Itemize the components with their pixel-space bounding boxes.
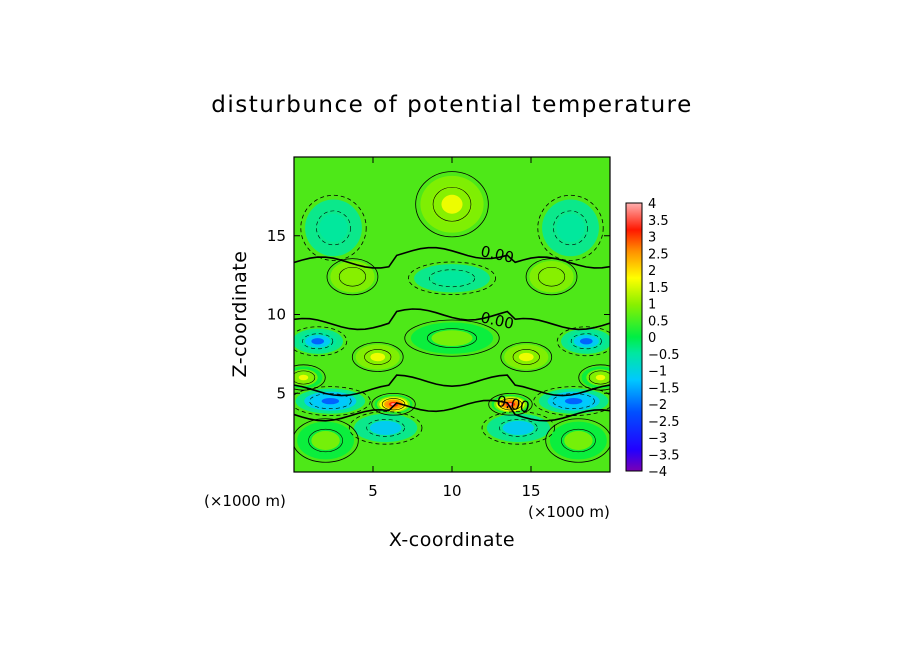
colorbar-tick-label-9: −0.5 [648,348,680,363]
contour-negative-16 [481,411,556,445]
contour-positive-0 [415,171,489,238]
contour-inner-positive-2 [427,328,477,348]
plot-area [294,157,610,472]
contour-positive-3 [326,258,379,296]
contour-positive-19 [294,418,359,463]
contour-negative-11 [294,326,348,357]
contour-inner-positive-8 [588,370,610,385]
colorbar: 4 3.5 32.5 2 1.5 10.5 0 −0.5 −1−1.5 −2 −2.5 −3−3.5 −… [625,197,680,480]
contour-inner-positive-20 [561,428,596,453]
colorbar-gradient [625,202,643,472]
contour-inner-negative-17 [316,210,351,246]
feature-positive-2-level-1 [431,330,473,346]
feature-positive-20-level-1 [564,431,593,450]
y-tick-label-2: 15 [267,227,286,245]
contour-positive-5 [351,342,404,372]
contour-inner-positive-7 [294,370,316,385]
contour-inner-positive-10 [498,398,523,411]
contour-positive-20 [545,418,610,463]
feature-positive-0-level-2 [441,194,463,214]
contour-zero-0 [294,246,610,269]
feature-positive-8-level-3 [595,374,606,381]
contour-inner-negative-15 [366,419,405,437]
colorbar-tick-label-5: 1.5 [648,281,669,296]
feature-negative-17-level-1 [319,213,348,243]
colorbar-tick-label-1: 3.5 [648,214,669,229]
contour-inner-negative-18 [553,210,588,246]
contour-negative-1 [407,261,497,295]
feature-negative-1-level-1 [433,271,471,286]
feature-positive-7-level-3 [298,374,309,381]
feature-negative-18-level-1 [556,213,585,243]
colorbar-tick-label-11: −1.5 [648,381,680,396]
feature-positive-3-level-1 [341,268,364,285]
contour-zero-3 [294,399,610,422]
contour-positive-2 [404,319,500,357]
contour-inner-negative-12 [570,333,602,350]
colorbar-tick-label-13: −2.5 [648,415,680,430]
colorbar-tick-label-8: 0 [648,331,656,346]
y-unit-label: (×1000 m) [528,503,610,521]
colorbar-tick-label-14: −3 [648,432,667,447]
x-tick-label-2: 15 [521,482,540,500]
colorbar-tick-label-2: 3 [648,231,656,246]
feature-negative-13-level-3 [321,397,340,405]
feature-negative-11-level-3 [311,338,325,345]
feature-positive-5-level-2 [370,352,386,362]
y-tick-label-0: 5 [276,384,286,402]
contour-inner-positive-0 [432,186,472,222]
contour-negative-13 [294,386,371,417]
colorbar-tick-label-12: −2 [648,398,667,413]
contour-positive-10 [488,393,533,416]
contour-inner-positive-19 [308,428,343,453]
contour-inner-positive-9 [381,398,406,411]
contour-inner-negative-16 [499,419,538,437]
y-axis-label: Z-coordinate [229,251,251,378]
x-unit-label: (×1000 m) [204,492,286,510]
colorbar-tick-label-3: 2.5 [648,247,669,262]
feature-negative-16-level-1 [502,420,535,435]
feature-positive-4-level-1 [540,268,563,285]
x-axis-label: X-coordinate [389,529,515,551]
y-tick-label-1: 10 [267,306,286,324]
colorbar-tick-label-6: 1 [648,298,656,313]
x-tick-label-0: 5 [368,482,378,500]
contour-inner-positive-5 [364,349,392,365]
colorbar-tick-label-7: 0.5 [648,314,669,329]
contour-inner-negative-11 [302,333,334,350]
contour-negative-18 [537,194,604,261]
feature-negative-15-level-1 [369,420,402,435]
feature-positive-6-level-2 [518,352,534,362]
colorbar-tick-label-15: −3.5 [648,448,680,463]
contour-negative-12 [556,326,610,357]
x-tick-label-1: 10 [442,482,461,500]
feature-positive-19-level-1 [311,431,340,450]
contour-positive-6 [500,342,553,372]
colorbar-tick-label-10: −1 [648,365,667,380]
contour-zero-1 [294,308,610,331]
contour-negative-17 [300,194,367,261]
contour-zero-2 [294,374,610,397]
contour-negative-15 [348,411,423,445]
feature-negative-12-level-3 [579,338,593,345]
contour-inner-negative-1 [428,269,476,288]
colorbar-tick-label-4: 2 [648,264,656,279]
contour-inner-negative-13 [309,393,352,409]
chart-title: disturbunce of potential temperature [211,92,693,118]
feature-negative-14-level-3 [564,397,583,405]
contour-positive-9 [371,393,416,416]
contour-inner-positive-4 [537,266,566,287]
colorbar-tick-label-16: −4 [648,465,667,480]
colorbar-tick-label-0: 4 [648,197,656,212]
contour-inner-positive-6 [512,349,540,365]
contour-inner-positive-3 [338,266,367,287]
